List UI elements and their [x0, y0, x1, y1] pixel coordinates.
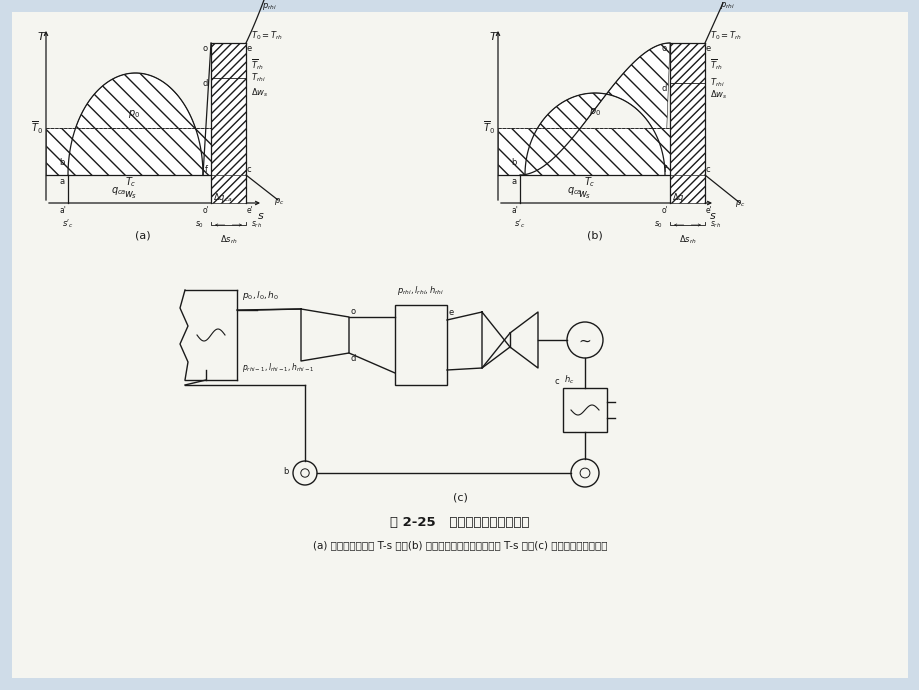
- Text: b: b: [283, 466, 289, 475]
- Text: $q_{ca}$: $q_{ca}$: [111, 185, 127, 197]
- Text: o: o: [661, 44, 666, 53]
- Text: $T_0 = T_{rh}$: $T_0 = T_{rh}$: [251, 30, 283, 42]
- Polygon shape: [210, 175, 245, 203]
- Text: (a) 理想再热循环的 T-s 图；(b) 超临界参数理想再热循环的 T-s 图；(c) 再热循环的热力系统: (a) 理想再热循环的 T-s 图；(b) 超临界参数理想再热循环的 T-s 图…: [312, 540, 607, 550]
- Text: a: a: [60, 177, 65, 186]
- Text: o: o: [203, 44, 208, 53]
- Polygon shape: [519, 43, 669, 175]
- Text: a': a': [511, 206, 517, 215]
- Text: c: c: [246, 165, 252, 174]
- Text: ~: ~: [578, 333, 591, 348]
- Text: a': a': [59, 206, 66, 215]
- Text: $T_0 = T_{rh}$: $T_0 = T_{rh}$: [709, 30, 742, 42]
- Text: $p_0$: $p_0$: [128, 108, 140, 120]
- Text: $w_s$: $w_s$: [124, 189, 138, 201]
- Text: $p_0$: $p_0$: [588, 106, 600, 118]
- Text: (a): (a): [135, 230, 151, 240]
- Bar: [562, 388, 607, 432]
- Polygon shape: [669, 43, 704, 175]
- Text: e: e: [448, 308, 454, 317]
- Text: e': e': [705, 206, 712, 215]
- Text: e': e': [246, 206, 254, 215]
- Polygon shape: [46, 128, 210, 175]
- Text: $\Delta w_s$: $\Delta w_s$: [251, 87, 268, 99]
- Text: d: d: [661, 84, 666, 93]
- Text: b: b: [511, 158, 516, 167]
- Text: $\overline{T}_0$: $\overline{T}_0$: [482, 120, 494, 136]
- Text: $T$: $T$: [489, 30, 498, 42]
- Text: $\Delta q$: $\Delta q$: [671, 191, 684, 204]
- Text: $s$: $s$: [257, 211, 265, 221]
- Text: $p_{rhi}$: $p_{rhi}$: [262, 1, 277, 12]
- Text: d: d: [351, 354, 356, 363]
- Text: $T$: $T$: [37, 30, 47, 42]
- Text: $p_c$: $p_c$: [734, 198, 744, 209]
- Polygon shape: [68, 73, 203, 175]
- Text: $s_{rh}$: $s_{rh}$: [709, 219, 720, 230]
- Text: $p_0, l_0, h_0$: $p_0, l_0, h_0$: [242, 289, 279, 302]
- Text: $s'_c$: $s'_c$: [62, 217, 74, 230]
- Text: $p_{rhi}$: $p_{rhi}$: [720, 0, 734, 11]
- Text: $\Delta s_{rh}$: $\Delta s_{rh}$: [220, 234, 237, 246]
- Text: e: e: [246, 44, 252, 53]
- Text: $s'_c$: $s'_c$: [514, 217, 526, 230]
- Text: o: o: [351, 307, 356, 316]
- Text: $s_0$: $s_0$: [653, 219, 663, 230]
- Text: (b): (b): [586, 230, 602, 240]
- FancyBboxPatch shape: [12, 12, 907, 678]
- Text: o': o': [661, 206, 667, 215]
- Polygon shape: [669, 175, 704, 203]
- Text: $\Delta q_{ca}$: $\Delta q_{ca}$: [213, 191, 233, 204]
- Text: $s$: $s$: [709, 211, 716, 221]
- Text: $s_0$: $s_0$: [195, 219, 204, 230]
- Text: (c): (c): [452, 492, 467, 502]
- Bar: [394, 305, 447, 385]
- Text: $\overline{T}_0$: $\overline{T}_0$: [31, 120, 43, 136]
- Text: $T_{rhi}$: $T_{rhi}$: [709, 77, 724, 89]
- Text: $T_{rhi}$: $T_{rhi}$: [251, 72, 266, 84]
- Text: $\Delta s_{rh}$: $\Delta s_{rh}$: [678, 234, 696, 246]
- Text: $p_c$: $p_c$: [274, 196, 284, 207]
- Text: $T_c$: $T_c$: [584, 175, 596, 189]
- Text: a: a: [511, 177, 516, 186]
- Text: c: c: [705, 165, 709, 174]
- Text: 图 2-25   再热循环及其热力系统: 图 2-25 再热循环及其热力系统: [390, 516, 529, 529]
- Text: $\overline{T}_{rh}$: $\overline{T}_{rh}$: [709, 58, 722, 72]
- Text: b: b: [60, 158, 65, 167]
- Text: $\Delta w_s$: $\Delta w_s$: [709, 89, 727, 101]
- Text: f: f: [205, 165, 208, 174]
- Text: $s_{rh}$: $s_{rh}$: [251, 219, 262, 230]
- Text: $q_{ca}$: $q_{ca}$: [567, 185, 582, 197]
- Text: $w_s$: $w_s$: [578, 189, 591, 201]
- Text: $p_{rhi}, l_{rhi}, h_{rhi}$: $p_{rhi}, l_{rhi}, h_{rhi}$: [397, 284, 444, 297]
- Text: $h_c$: $h_c$: [563, 373, 573, 386]
- Text: f: f: [664, 165, 666, 174]
- Text: o': o': [202, 206, 209, 215]
- Text: $\overline{T}_{rh}$: $\overline{T}_{rh}$: [251, 58, 264, 72]
- Text: d: d: [202, 79, 208, 88]
- Text: e: e: [705, 44, 710, 53]
- Polygon shape: [210, 43, 245, 175]
- Polygon shape: [497, 128, 669, 175]
- Text: $T_c$: $T_c$: [125, 175, 137, 189]
- Text: c: c: [554, 377, 559, 386]
- Text: $p_{rhi-1}, l_{rhi-1}, h_{rhi-1}$: $p_{rhi-1}, l_{rhi-1}, h_{rhi-1}$: [242, 361, 314, 374]
